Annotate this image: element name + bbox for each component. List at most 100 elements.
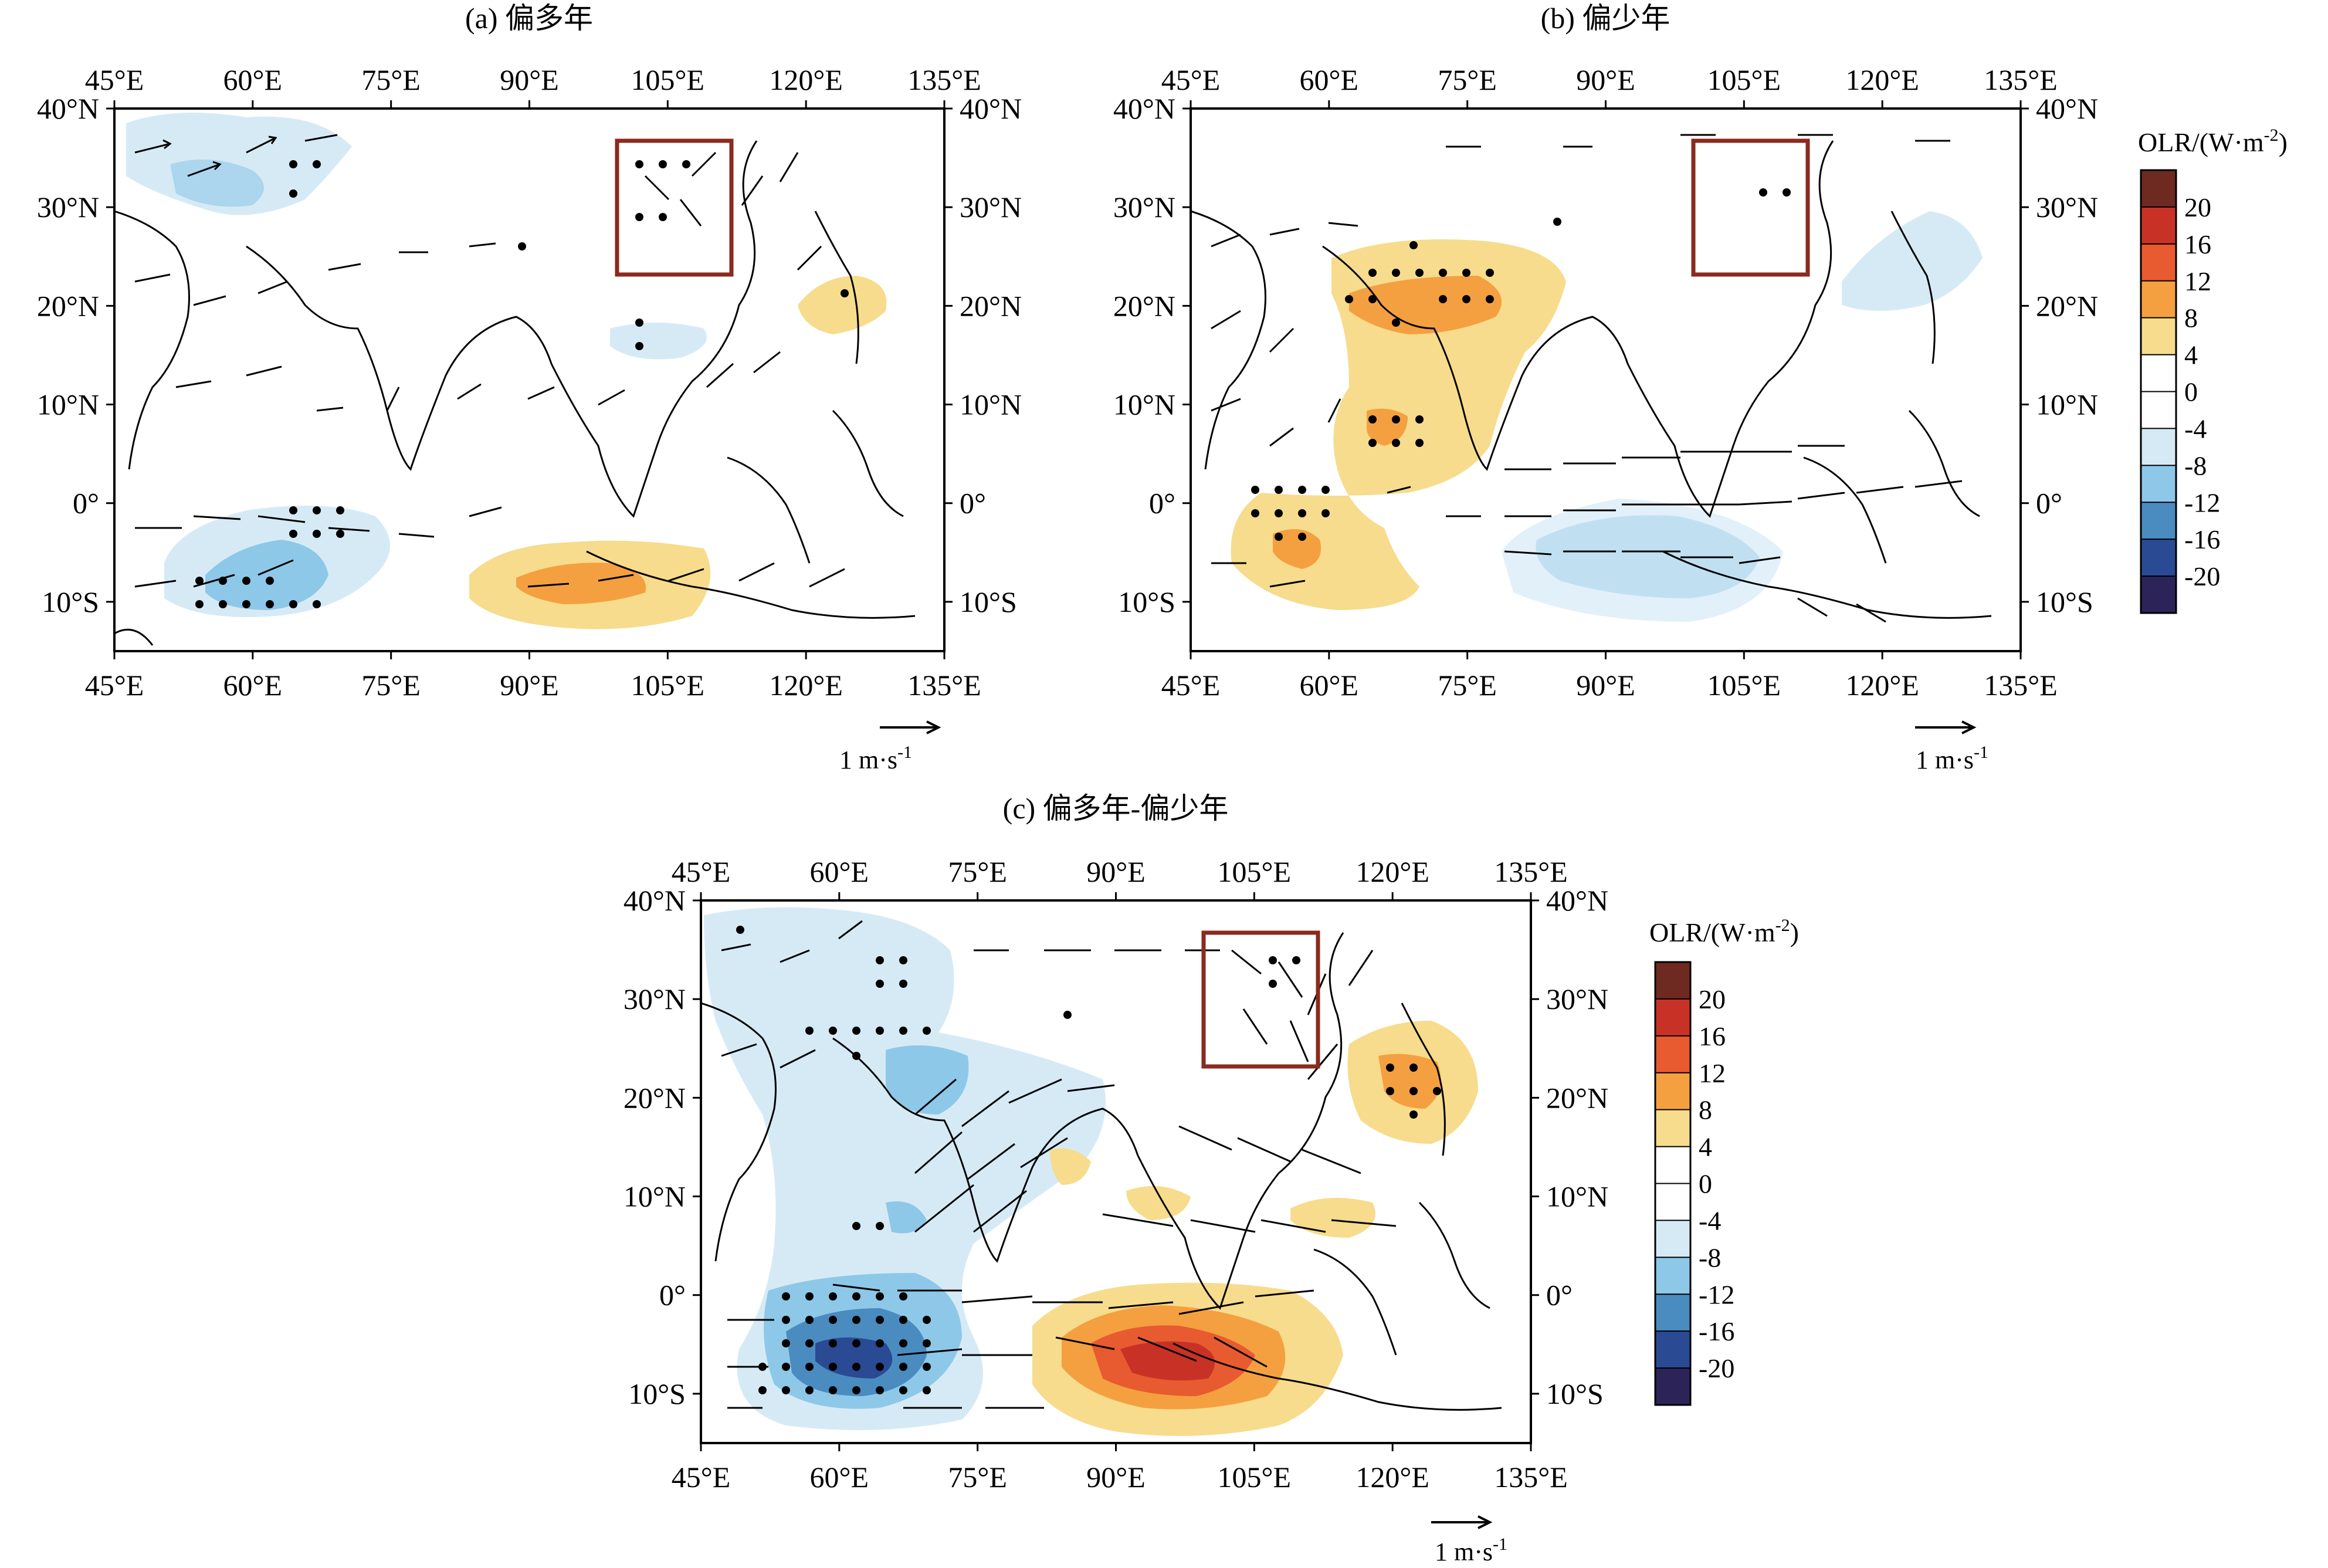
lat-tick-label-right-a: 30°N	[960, 191, 1022, 223]
lat-tick-label-right-b: 30°N	[2036, 191, 2098, 223]
panel-c-title: (c) 偏多年-偏少年	[1003, 792, 1229, 825]
colorbar-swatch	[1655, 1146, 1690, 1184]
colorbar-tick-label: 20	[2184, 192, 2211, 222]
colorbar-tick-label: -8	[1699, 1242, 1721, 1272]
lon-tick-label-top-b: 105°E	[1707, 63, 1781, 96]
lat-tick-label-right-c: 0°	[1546, 1279, 1573, 1312]
lon-tick-label-bottom-c: 135°E	[1494, 1461, 1568, 1494]
panel-a-map	[114, 109, 944, 651]
olr-positive-india-core	[1349, 276, 1502, 334]
colorbar-top: 20 16 12 8 4 0 -4 -8 -12 -16 -20 OLR/(W·m-2)	[2138, 126, 2288, 614]
lat-tick-label-left-b: 30°N	[1113, 191, 1175, 223]
colorbar-swatch	[1655, 1220, 1690, 1258]
olr-negative-northwest-core	[170, 160, 264, 207]
lon-tick-label-top-c: 90°E	[1086, 855, 1146, 888]
olr-positive-east	[798, 276, 887, 334]
lon-tick-label-top-c: 120°E	[1356, 855, 1429, 888]
colorbar-swatch	[1655, 1035, 1690, 1073]
colorbar-tick-label: 8	[2184, 303, 2198, 333]
lon-tick-label-bottom-a: 60°E	[223, 669, 283, 702]
svg-text:1 m·s-1: 1 m·s-1	[839, 743, 912, 774]
lat-tick-label-right-c: 20°N	[1546, 1081, 1608, 1114]
lon-tick-label-bottom-b: 45°E	[1161, 669, 1221, 702]
lat-tick-label-left-c: 30°N	[623, 983, 686, 1015]
colorbar-tick-label: 4	[1699, 1132, 1712, 1162]
lat-tick-label-right-b: 0°	[2036, 487, 2062, 520]
panel-a-title: (a) 偏多年	[465, 2, 593, 35]
lon-tick-label-bottom-a: 45°E	[85, 669, 144, 702]
colorbar-swatch	[2141, 317, 2176, 355]
colorbar-swatch	[1655, 998, 1690, 1036]
lat-tick-label-right-a: 10°S	[960, 585, 1017, 618]
lat-tick-label-right-b: 40°N	[2036, 92, 2098, 125]
lat-tick-label-right-c: 40°N	[1546, 884, 1608, 917]
colorbar-swatch	[1655, 1183, 1690, 1221]
colorbar-tick-label: -20	[2184, 561, 2220, 591]
lat-tick-label-right-a: 10°N	[960, 388, 1022, 421]
lat-tick-label-left-a: 40°N	[37, 92, 99, 125]
lat-tick-label-right-c: 30°N	[1546, 983, 1608, 1015]
lon-tick-label-top-c: 45°E	[672, 855, 731, 888]
lat-tick-label-left-b: 40°N	[1113, 92, 1175, 125]
panel-a-region-box	[615, 138, 734, 277]
lon-tick-label-bottom-b: 105°E	[1707, 669, 1781, 702]
olr-negative-equatorial-halo	[1502, 499, 1783, 622]
lon-tick-label-bottom-b: 90°E	[1576, 669, 1635, 702]
colorbar-swatch	[2141, 465, 2176, 503]
olr-negative-southwest-core	[205, 540, 328, 610]
panel-c: (c) 偏多年-偏少年	[623, 792, 1608, 1566]
lon-tick-label-top-a: 45°E	[85, 63, 144, 96]
colorbar-tick-label: 8	[1699, 1095, 1712, 1125]
svg-text:1 m·s-1: 1 m·s-1	[1916, 743, 1988, 774]
lon-tick-label-bottom-b: 135°E	[1984, 669, 2058, 702]
lat-tick-label-right-a: 20°N	[960, 289, 1022, 322]
lat-tick-label-right-c: 10°S	[1546, 1377, 1604, 1410]
olr-positive-arabian-core	[1273, 529, 1321, 569]
colorbar-tick-label: 16	[2184, 229, 2211, 259]
lon-tick-label-top-a: 75°E	[361, 63, 421, 96]
colorbar-swatch	[2141, 206, 2176, 244]
olr-negative-arabia-core	[886, 1201, 927, 1234]
colorbar-swatch	[2141, 280, 2176, 318]
lon-tick-label-top-b: 120°E	[1845, 63, 1919, 96]
lat-tick-label-right-b: 20°N	[2036, 289, 2098, 322]
lon-tick-label-bottom-c: 105°E	[1218, 1461, 1292, 1494]
colorbar-bottom: 20 16 12 8 4 0 -4 -8 -12 -16 -20 OLR/(W·m-2)	[1649, 916, 1799, 1406]
lat-tick-label-left-c: 10°N	[623, 1180, 686, 1213]
colorbar-tick-label: -20	[1699, 1353, 1734, 1383]
lat-tick-label-left-b: 10°S	[1118, 585, 1175, 618]
colorbar-swatch	[1655, 1294, 1690, 1332]
olr-positive-indochina-small	[1126, 1186, 1191, 1220]
colorbar-swatch	[1655, 1072, 1690, 1110]
lat-tick-label-right-a: 0°	[960, 487, 986, 520]
colorbar-tick-label: -4	[1699, 1205, 1721, 1235]
lon-tick-label-top-c: 105°E	[1218, 855, 1292, 888]
colorbar-tick-label: 12	[2184, 266, 2211, 296]
lat-tick-label-left-a: 30°N	[37, 191, 99, 223]
colorbar-tick-label: -4	[2184, 414, 2207, 443]
colorbar-tick-label: 12	[1699, 1058, 1726, 1088]
colorbar-swatch	[2141, 428, 2176, 466]
colorbar-swatch	[2141, 243, 2176, 281]
colorbar-swatch	[2141, 502, 2176, 540]
olr-negative-bay	[886, 1045, 969, 1115]
lon-tick-label-top-a: 105°E	[631, 63, 705, 96]
lat-tick-label-left-c: 40°N	[623, 884, 686, 917]
lat-tick-label-left-b: 10°N	[1113, 388, 1175, 421]
colorbar-swatch	[1655, 1109, 1690, 1147]
panel-c-reference-vector: 1 m·s-1	[1431, 1515, 1507, 1566]
lat-tick-label-left-a: 0°	[73, 487, 99, 520]
colorbar-swatch	[2141, 170, 2176, 207]
significance-dots-b	[1251, 188, 1791, 541]
lat-tick-label-right-c: 10°N	[1546, 1180, 1608, 1213]
colorbar-tick-label: 20	[1699, 984, 1726, 1014]
panel-b-title: (b) 偏少年	[1541, 2, 1670, 35]
colorbar-title: OLR/(W·m-2)	[1649, 916, 1799, 947]
colorbar-tick-label: -8	[2184, 451, 2207, 480]
lon-tick-label-top-a: 60°E	[223, 63, 283, 96]
lon-tick-label-bottom-c: 90°E	[1086, 1461, 1146, 1494]
lon-tick-label-bottom-a: 105°E	[631, 669, 705, 702]
coastlines	[114, 140, 916, 646]
colorbar-swatch	[2141, 539, 2176, 577]
